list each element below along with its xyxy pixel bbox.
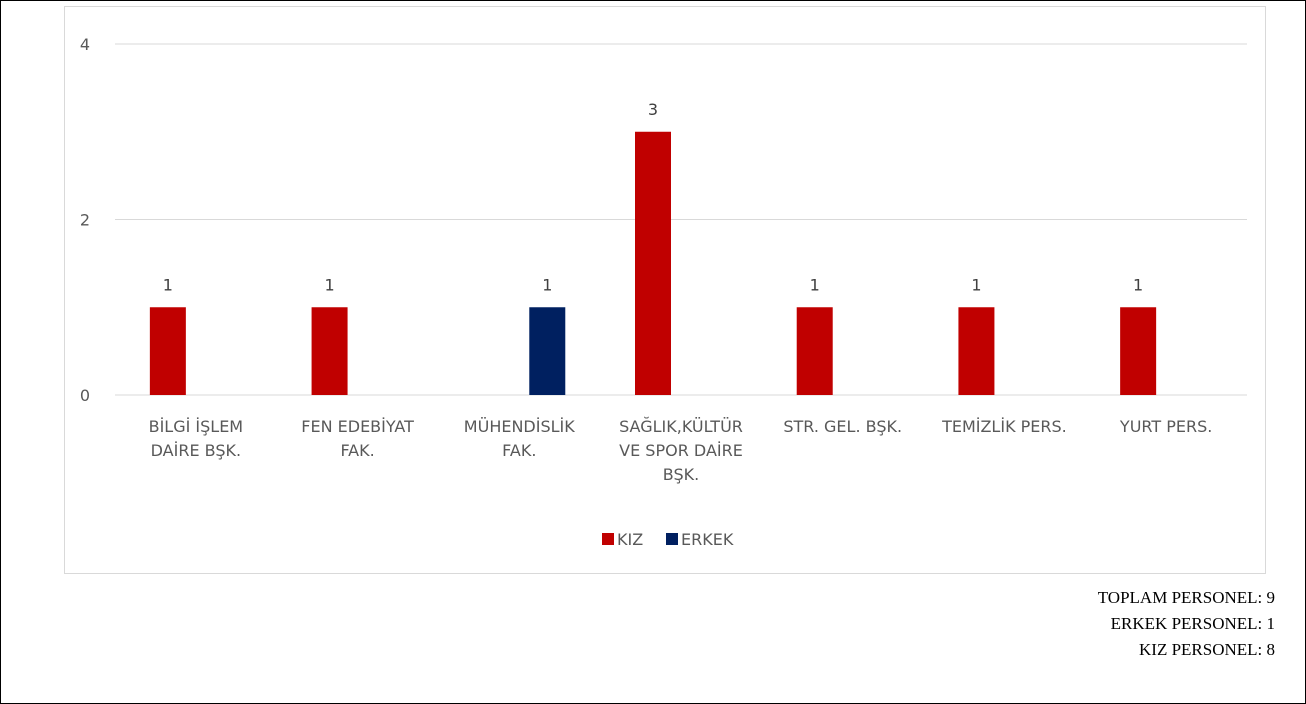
category-label-5-0: TEMİZLİK PERS. (941, 417, 1067, 436)
legend-swatch-kiz (602, 533, 614, 545)
total-personnel: TOPLAM PERSONEL: 9 (1097, 588, 1275, 607)
data-label-kiz-0: 1 (163, 275, 173, 294)
category-label-4-0: STR. GEL. BŞK. (783, 417, 902, 436)
personnel-summary: TOPLAM PERSONEL: 9 ERKEK PERSONEL: 1 KIZ… (1098, 585, 1275, 663)
bar-kiz-6 (1120, 307, 1157, 395)
bar-kiz-1 (311, 307, 348, 395)
data-label-kiz-6: 1 (1133, 275, 1143, 294)
category-label-0-1: DAİRE BŞK. (151, 441, 241, 460)
y-tick-label-0: 0 (80, 386, 90, 405)
legend-label-kiz: KIZ (617, 530, 643, 549)
chart-area: 0 2 4 1 BİLGİ İŞLEM DAİRE BŞK. 1 FEN EDEBİYAT FA… (64, 6, 1266, 574)
category-label-2-0: MÜHENDİSLİK (464, 417, 575, 436)
female-personnel: KIZ PERSONEL: 8 (1139, 640, 1275, 659)
y-tick-label-2: 2 (80, 211, 90, 230)
bar-erkek-2 (529, 307, 566, 395)
bar-kiz-0 (149, 307, 186, 395)
bar-kiz-4 (796, 307, 833, 395)
category-label-0-0: BİLGİ İŞLEM (149, 417, 244, 436)
category-label-2-1: FAK. (502, 441, 536, 460)
data-label-kiz-4: 1 (810, 275, 820, 294)
legend-label-erkek: ERKEK (681, 530, 734, 549)
data-label-kiz-1: 1 (324, 275, 334, 294)
category-label-6-0: YURT PERS. (1119, 417, 1212, 436)
category-label-1-0: FEN EDEBİYAT (301, 417, 414, 436)
male-personnel: ERKEK PERSONEL: 1 (1110, 614, 1275, 633)
category-label-1-1: FAK. (340, 441, 374, 460)
category-label-3-2: BŞK. (663, 465, 699, 484)
category-label-3-1: VE SPOR DAİRE (619, 441, 743, 460)
y-tick-label-4: 4 (80, 35, 90, 54)
data-label-erkek-2: 1 (542, 275, 552, 294)
bar-kiz-3 (635, 131, 671, 395)
data-label-kiz-5: 1 (971, 275, 981, 294)
bar-kiz-5 (958, 307, 995, 395)
category-label-3-0: SAĞLIK,KÜLTÜR (619, 417, 743, 436)
bar-chart: 0 2 4 1 BİLGİ İŞLEM DAİRE BŞK. 1 FEN EDEBİYAT FA… (80, 35, 1247, 549)
data-label-kiz-3: 3 (648, 100, 658, 119)
legend-swatch-erkek (666, 533, 678, 545)
